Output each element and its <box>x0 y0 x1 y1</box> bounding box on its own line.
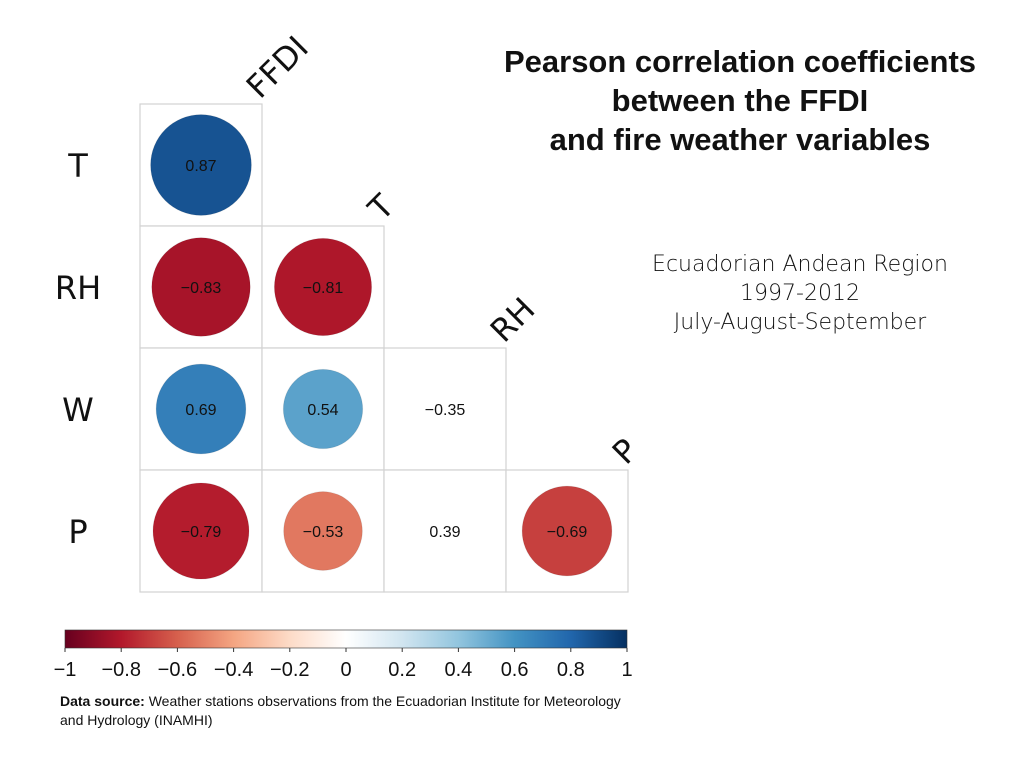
chart-subtitle: Ecuadorian Andean Region 1997-2012 July-… <box>610 250 990 337</box>
matrix-cell: −0.79 <box>139 469 263 593</box>
cell-value-label: 0.39 <box>429 524 460 541</box>
subtitle-line: Ecuadorian Andean Region <box>652 252 948 277</box>
row-label: RH <box>55 269 101 307</box>
colorbar-tick-label: 0.4 <box>444 659 472 681</box>
cell-value-label: −0.81 <box>303 280 344 297</box>
data-source-label: Data source: <box>60 693 145 709</box>
colorbar-tick-label: 0.6 <box>501 659 529 681</box>
correlation-circle <box>521 485 613 577</box>
matrix-cell: 0.69 <box>139 347 263 471</box>
correlation-circle <box>282 368 364 450</box>
colorbar-tick-label: −1 <box>54 659 77 681</box>
colorbar-tick-label: 0.8 <box>557 659 585 681</box>
cell-value-label: 0.69 <box>185 402 216 419</box>
colorbar-tick-label: −0.2 <box>270 659 309 681</box>
data-source-text: Weather stations observations from the E… <box>60 693 621 728</box>
cell-value-label: −0.83 <box>181 280 222 297</box>
colorbar-tick-label: 1 <box>621 659 632 681</box>
matrix-cell: 0.54 <box>261 347 385 471</box>
correlation-circle <box>151 237 251 337</box>
title-line: Pearson correlation coefficients <box>503 44 977 79</box>
correlation-circle <box>155 363 247 455</box>
matrix-cell: 0.39 <box>383 469 507 593</box>
correlation-circle <box>150 114 252 216</box>
colorbar-tick-label: 0.2 <box>388 659 416 681</box>
matrix-cell: −0.69 <box>505 469 629 593</box>
colorbar-tick-label: −0.6 <box>158 659 197 681</box>
subtitle-line: 1997-2012 <box>740 281 860 306</box>
column-label: P <box>605 431 646 472</box>
colorbar-tick-label: −0.4 <box>214 659 253 681</box>
colorbar-tick-label: 0 <box>340 659 351 681</box>
cell-value-label: 0.54 <box>307 402 338 419</box>
matrix-cell: −0.35 <box>383 347 507 471</box>
column-label: T <box>360 187 402 229</box>
cell-value-label: −0.53 <box>303 524 344 541</box>
cell-value-label: 0.87 <box>185 158 216 175</box>
matrix-cell: 0.87 <box>139 103 263 227</box>
correlation-circle <box>152 482 250 580</box>
cell-border <box>383 469 507 593</box>
title-line: and fire weather variables <box>549 122 931 157</box>
matrix-cell: −0.81 <box>261 225 385 349</box>
correlation-circle <box>273 237 373 337</box>
correlation-circle <box>283 491 363 571</box>
cell-value-label: −0.35 <box>425 402 466 419</box>
cell-value-label: −0.79 <box>181 524 222 541</box>
subtitle-line: July-August-September <box>673 310 927 335</box>
row-label: P <box>68 513 87 551</box>
matrix-cell: −0.53 <box>261 469 385 593</box>
colorbar-tick-label: −0.8 <box>101 659 140 681</box>
chart-title: Pearson correlation coefficients between… <box>460 42 1020 159</box>
cell-border <box>383 347 507 471</box>
colorbar <box>64 629 628 649</box>
title-line: between the FFDI <box>611 83 869 118</box>
data-source-note: Data source: Weather stations observatio… <box>60 692 630 730</box>
matrix-cell: −0.83 <box>139 225 263 349</box>
column-label: RH <box>483 290 543 350</box>
row-label: T <box>67 147 88 185</box>
cell-value-label: −0.69 <box>547 524 588 541</box>
row-label: W <box>62 391 94 429</box>
column-label: FFDI <box>239 29 316 106</box>
